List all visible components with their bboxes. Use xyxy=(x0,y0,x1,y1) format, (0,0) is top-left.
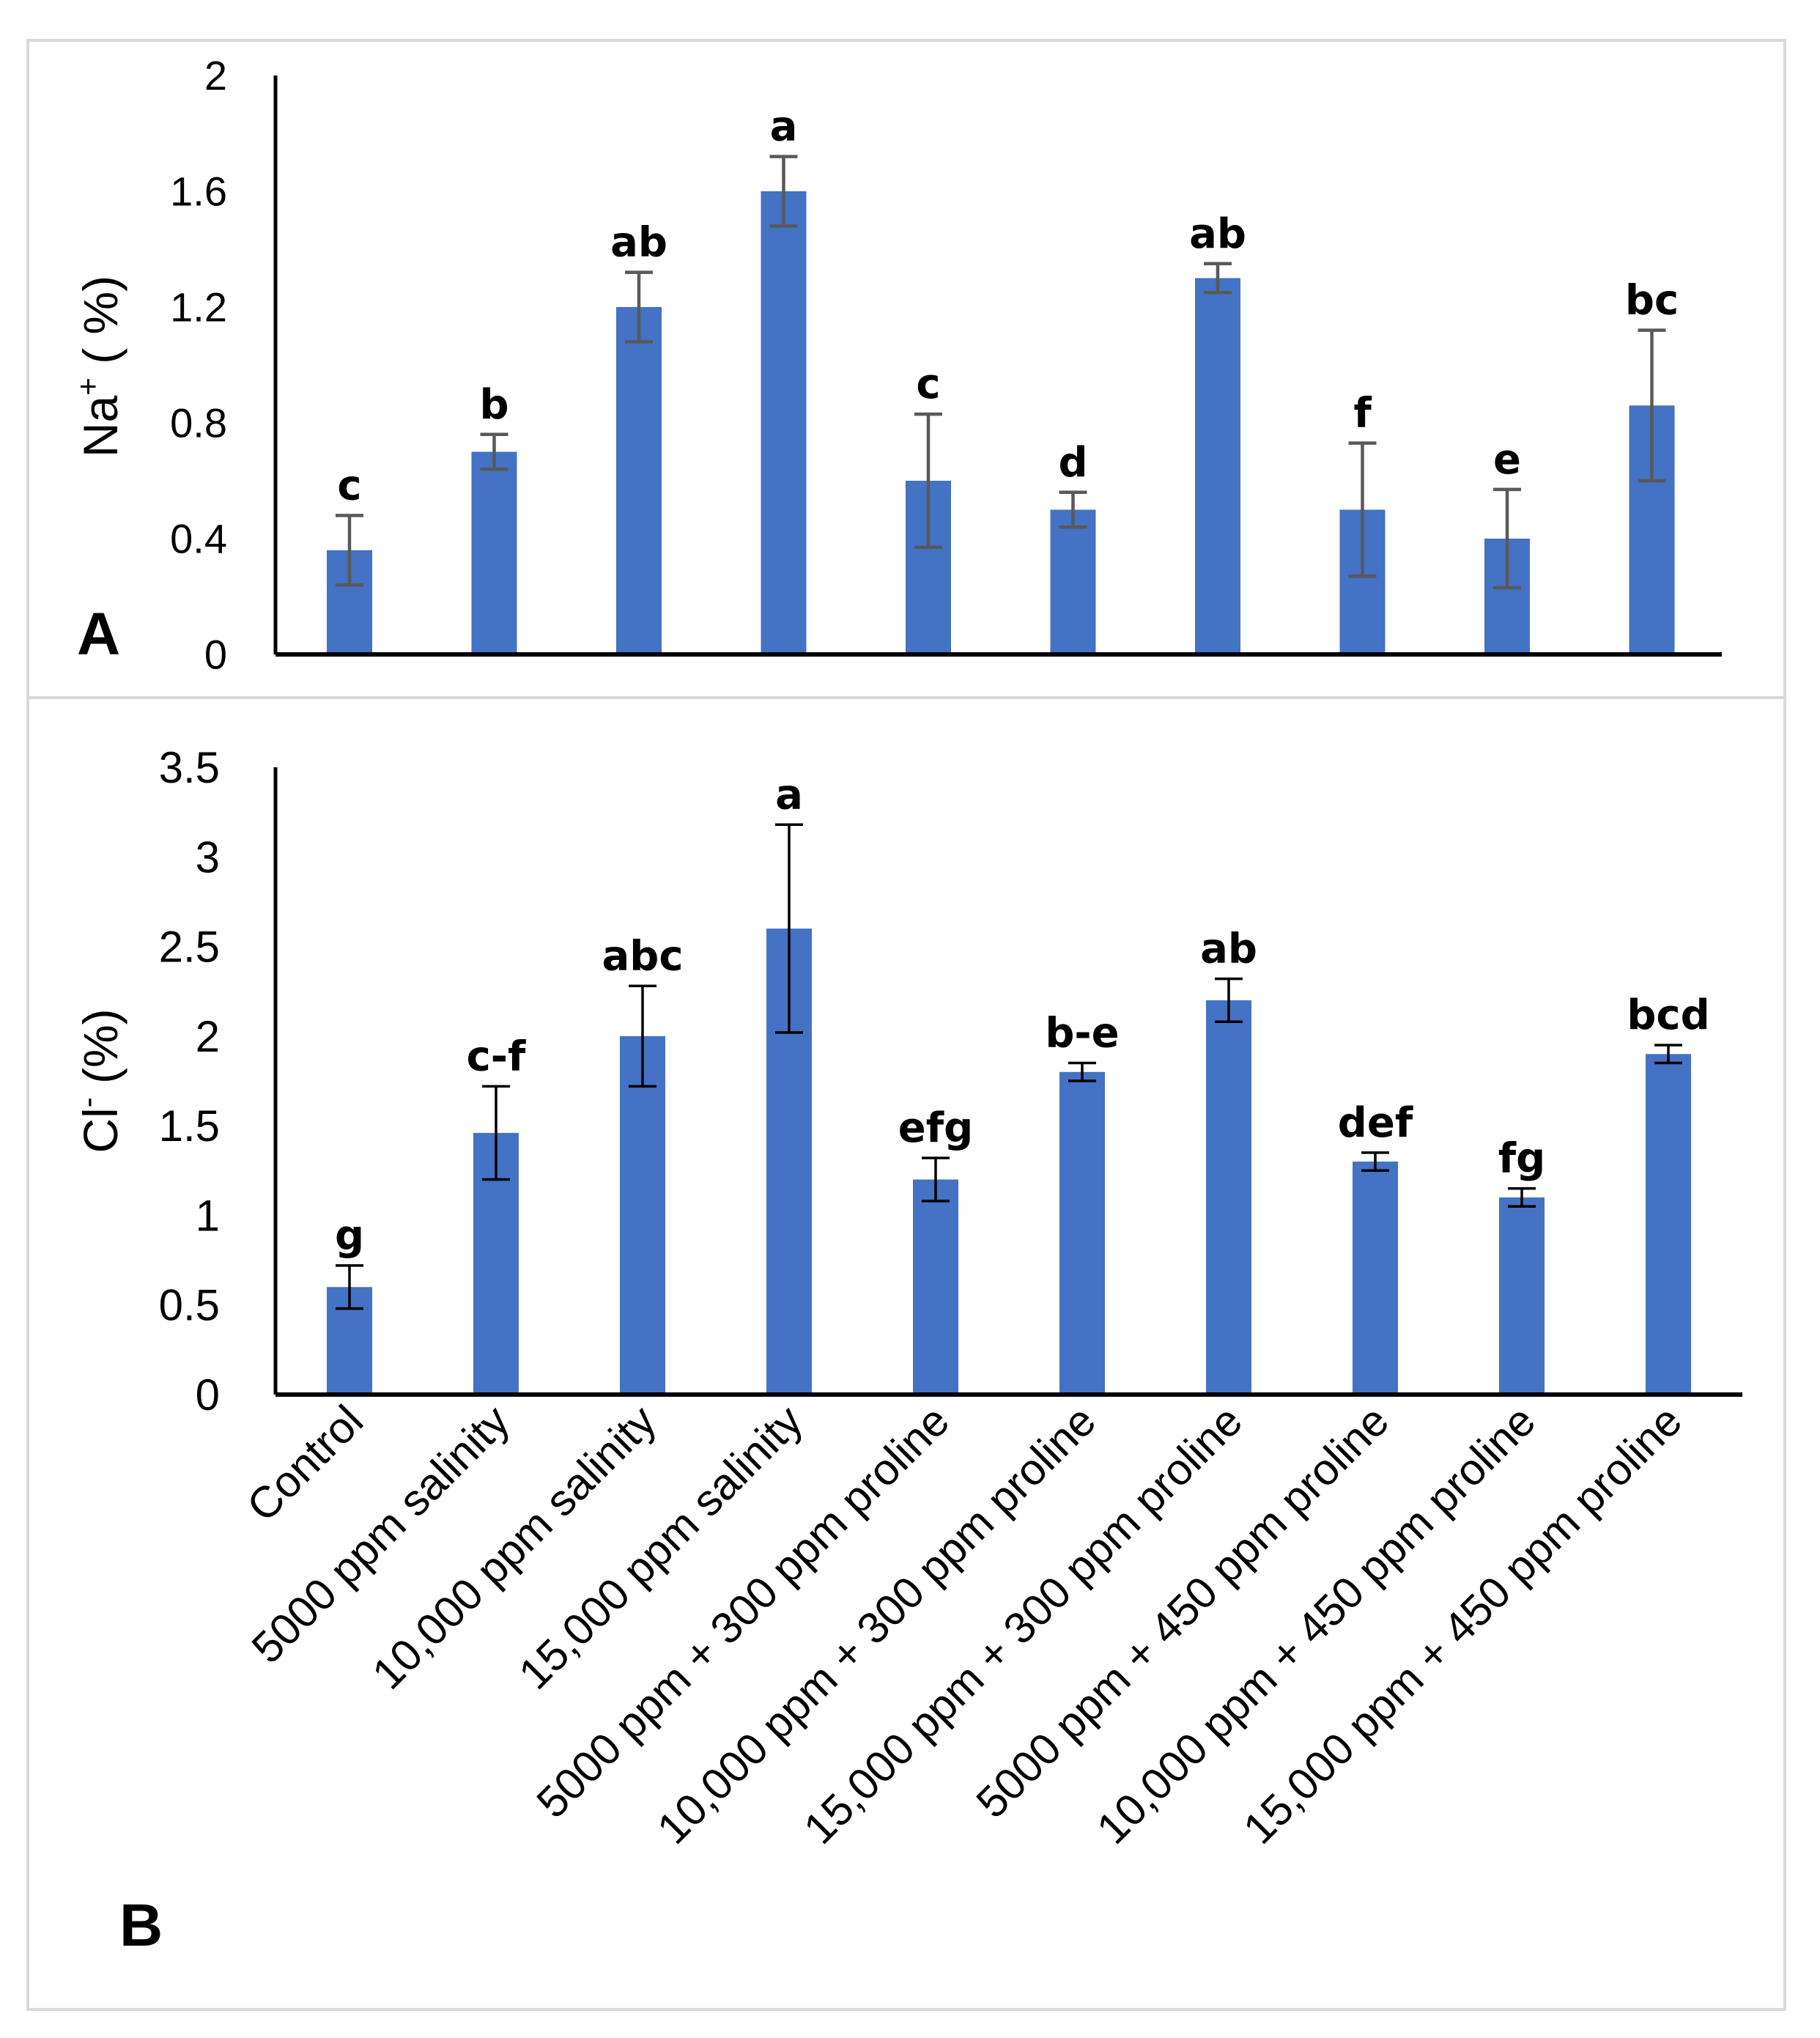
panel-a-y-tick-label: 1.2 xyxy=(170,284,227,331)
panel-a-y-tick-label: 0 xyxy=(204,632,227,678)
panel-a-bar xyxy=(616,307,662,654)
panel-a-significance-letter: c xyxy=(916,361,940,408)
panel-b-significance-letter: efg xyxy=(898,1104,973,1152)
panel-b-error-bar xyxy=(1068,1061,1096,1082)
panel-b-bar xyxy=(1353,1162,1398,1395)
panel-b-error-bar xyxy=(775,823,803,1034)
panel-a-error-bar xyxy=(1493,487,1521,590)
panel-b-error-bar xyxy=(336,1264,363,1310)
panel-b-error-bar xyxy=(1508,1186,1536,1208)
panel-b-bar xyxy=(913,1179,958,1395)
panel-a-chart: c b ab a c d ab f e bc 0 0.4 0.8 1.2 1.6 2 Na+ ( %) A xyxy=(70,53,1722,678)
panel-b-y-tick-label: 1.5 xyxy=(159,1101,220,1151)
x-tick-label: 10,000 ppm salinity xyxy=(363,1396,665,1699)
panel-a-significance-letter: c xyxy=(337,462,361,509)
x-tick-label: Control xyxy=(237,1396,372,1531)
panel-a-significance-letter: a xyxy=(770,103,798,151)
panel-a-y-axis-label: Na+ ( %) xyxy=(70,276,127,457)
panel-a-bar xyxy=(471,451,517,654)
panel-a-error-bar xyxy=(480,432,508,471)
panel-a-error-bar xyxy=(769,155,798,228)
panel-b-y-tick-label: 3 xyxy=(196,832,220,882)
panel-b-significance-letter: c-f xyxy=(467,1033,526,1080)
panel-a-significance-letter: bc xyxy=(1625,277,1679,325)
panel-b-error-bar xyxy=(1654,1044,1682,1065)
panel-a-error-bar xyxy=(1204,262,1232,295)
x-tick-label: 15,000 ppm salinity xyxy=(509,1396,812,1699)
panel-b-error-bar xyxy=(1361,1151,1389,1173)
panel-a-y-tick-label: 0.4 xyxy=(170,516,227,562)
panel-b-y-axis-label: Cl- (%) xyxy=(70,1008,127,1153)
panel-b-y-tick-label: 2 xyxy=(196,1012,220,1061)
panel-b-significance-letter: a xyxy=(775,771,803,819)
panel-a-error-bar xyxy=(625,270,653,344)
panel-b-label: B xyxy=(119,1892,163,1959)
panel-b-significance-letter: g xyxy=(335,1212,364,1260)
panel-b-error-bar xyxy=(922,1156,950,1203)
panel-b-error-bar xyxy=(1215,977,1243,1024)
panel-a-error-bar xyxy=(914,412,942,550)
panel-b-significance-letter: abc xyxy=(602,932,683,980)
panel-b-error-bar xyxy=(629,984,656,1088)
panel-a-significance-letter: f xyxy=(1353,390,1372,437)
x-tick-label: 5000 ppm salinity xyxy=(243,1396,519,1673)
panel-b-significance-letter: fg xyxy=(1498,1135,1545,1183)
panel-a-error-bar xyxy=(1059,490,1087,529)
panel-a-significance-letter: b xyxy=(479,381,508,429)
panel-a-y-tick-label: 1.6 xyxy=(170,169,227,215)
panel-b-y-tick-label: 0.5 xyxy=(159,1281,220,1330)
panel-b-significance-letter: b-e xyxy=(1045,1010,1119,1057)
panel-a-significance-letter: e xyxy=(1493,436,1521,484)
panel-b-y-tick-label: 3.5 xyxy=(159,743,220,792)
panel-b-significance-letter: def xyxy=(1338,1099,1413,1147)
panel-a-significance-letter: d xyxy=(1058,439,1087,487)
panel-b-bar xyxy=(1499,1197,1545,1395)
panel-b-error-bar xyxy=(482,1085,510,1181)
panel-b-y-tick-label: 1 xyxy=(196,1191,220,1240)
panel-a-label: A xyxy=(77,601,120,668)
panel-a-error-bar xyxy=(336,514,363,587)
panel-b-chart: g c-f abc a efg b-e ab def fg bcd 0 0.5 1 1.5 2 2.5 3 3.… xyxy=(70,743,1742,1959)
panel-b-bar xyxy=(1059,1071,1105,1395)
panel-a-bar xyxy=(1195,278,1240,654)
panel-b-significance-letter: bcd xyxy=(1627,992,1709,1039)
panel-b-y-tick-label: 0 xyxy=(196,1370,220,1419)
panel-a-y-tick-label: 0.8 xyxy=(170,400,227,446)
panel-b-bar xyxy=(1206,1000,1251,1395)
panel-a-significance-letter: ab xyxy=(610,219,667,267)
panel-b-frame xyxy=(26,696,1786,2011)
panel-b-bar xyxy=(620,1035,665,1395)
panel-a-bar xyxy=(761,191,807,654)
panel-a-error-bar xyxy=(1638,328,1666,483)
panel-b-significance-letter: ab xyxy=(1200,926,1257,973)
panel-b-bar xyxy=(1646,1054,1691,1395)
panel-b-y-tick-label: 2.5 xyxy=(159,923,220,972)
panel-a-error-bar xyxy=(1348,441,1377,578)
panel-a-significance-letter: ab xyxy=(1189,210,1246,258)
panel-a-bar xyxy=(1050,509,1096,654)
panel-a-y-tick-label: 2 xyxy=(204,53,227,99)
